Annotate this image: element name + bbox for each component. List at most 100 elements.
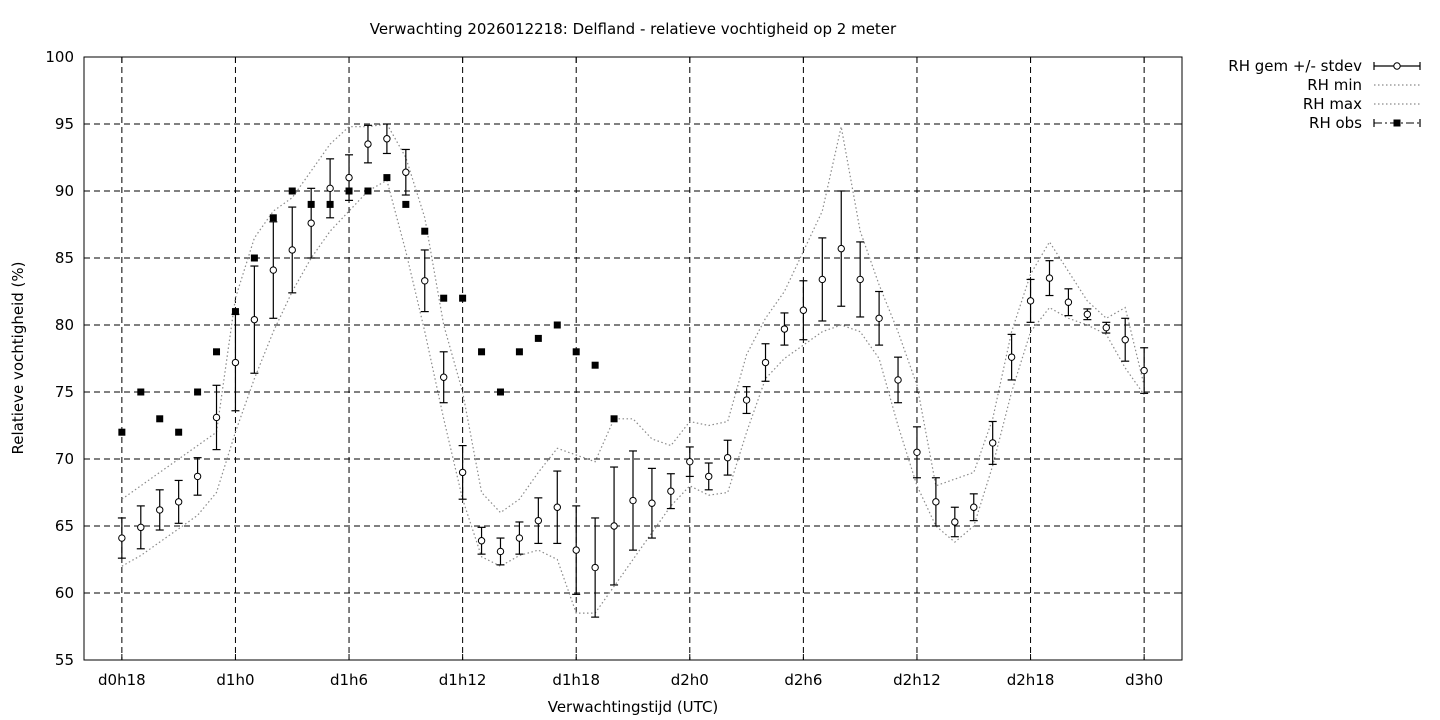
mean-point bbox=[174, 498, 183, 506]
obs-point bbox=[572, 348, 580, 356]
obs-point bbox=[383, 174, 391, 182]
mean-point bbox=[780, 325, 789, 333]
mean-point bbox=[553, 503, 561, 511]
y-tick-label: 70 bbox=[55, 450, 74, 468]
obs-point bbox=[402, 200, 410, 208]
mean-point bbox=[496, 547, 505, 556]
mean-point bbox=[705, 472, 713, 481]
obs-point bbox=[440, 294, 448, 302]
obs-point bbox=[213, 348, 221, 356]
y-tick-label: 65 bbox=[55, 517, 74, 535]
x-tick-label: d1h0 bbox=[216, 671, 254, 689]
mean-point bbox=[1140, 366, 1148, 375]
mean-point bbox=[458, 468, 467, 477]
mean-point bbox=[515, 534, 524, 542]
x-tick-label: d1h12 bbox=[439, 671, 487, 689]
y-tick-label: 55 bbox=[55, 651, 74, 669]
x-tick-label: d0h18 bbox=[98, 671, 146, 689]
legend-label: RH min bbox=[1307, 76, 1362, 94]
min-max-envelope bbox=[121, 123, 1145, 614]
mean-point bbox=[439, 373, 448, 381]
obs-point bbox=[553, 321, 561, 329]
mean-point bbox=[212, 413, 221, 422]
mean-point bbox=[686, 457, 694, 466]
obs-point bbox=[288, 187, 296, 195]
mean-point bbox=[1121, 336, 1129, 344]
y-tick-label: 85 bbox=[55, 249, 74, 267]
obs-point bbox=[496, 388, 504, 396]
mean-point bbox=[477, 537, 486, 545]
mean-point bbox=[837, 244, 845, 253]
mean-point bbox=[572, 546, 580, 554]
obs-point bbox=[231, 308, 239, 316]
obs-point bbox=[610, 415, 618, 423]
obs-point bbox=[591, 361, 599, 369]
mean-point bbox=[1064, 298, 1073, 306]
mean-point bbox=[932, 498, 940, 506]
mean-stdev-series bbox=[117, 123, 1149, 618]
gridlines bbox=[84, 57, 1182, 660]
mean-point bbox=[856, 275, 864, 284]
mean-point bbox=[610, 522, 618, 530]
obs-point bbox=[478, 348, 486, 356]
mean-point bbox=[326, 184, 334, 193]
mean-point bbox=[118, 534, 126, 542]
mean-point bbox=[402, 168, 410, 176]
mean-point bbox=[894, 376, 902, 384]
obs-point bbox=[534, 334, 542, 342]
mean-point bbox=[1026, 297, 1035, 305]
y-axis-label: Relatieve vochtigheid (%) bbox=[9, 261, 27, 454]
mean-point bbox=[1083, 310, 1092, 318]
mean-point bbox=[591, 563, 599, 572]
mean-point bbox=[288, 246, 296, 254]
y-tick-label: 95 bbox=[55, 115, 74, 133]
obs-point bbox=[156, 415, 164, 423]
mean-point bbox=[345, 173, 353, 182]
obs-point bbox=[421, 227, 429, 235]
mean-point bbox=[951, 518, 959, 526]
x-tick-label: d1h18 bbox=[552, 671, 600, 689]
obs-point bbox=[459, 294, 467, 302]
x-tick-label: d1h6 bbox=[330, 671, 368, 689]
mean-point bbox=[1045, 274, 1054, 282]
mean-point bbox=[799, 306, 808, 314]
obs-point bbox=[250, 254, 258, 262]
mean-point bbox=[723, 453, 732, 462]
mean-point bbox=[383, 135, 391, 143]
mean-point bbox=[742, 396, 751, 404]
axes: 55 60 65 70 75 80 85 90 95 100 d0h18 d1h0 d1h6 d1h12 d… bbox=[45, 48, 1182, 689]
observation-series bbox=[118, 174, 618, 436]
legend-label: RH gem +/- stdev bbox=[1228, 57, 1362, 75]
x-tick-label: d3h0 bbox=[1125, 671, 1163, 689]
mean-point bbox=[269, 266, 278, 274]
mean-point bbox=[761, 358, 770, 367]
obs-point bbox=[364, 187, 372, 195]
mean-point bbox=[250, 315, 259, 324]
mean-point bbox=[364, 140, 372, 148]
mean-point bbox=[648, 499, 656, 507]
y-tick-label: 90 bbox=[55, 182, 74, 200]
y-tick-label: 60 bbox=[55, 584, 74, 602]
x-tick-label: d2h18 bbox=[1007, 671, 1055, 689]
mean-point bbox=[193, 472, 202, 481]
mean-point bbox=[1102, 323, 1110, 332]
x-axis-label: Verwachtingstijd (UTC) bbox=[548, 698, 719, 716]
mean-point bbox=[1007, 353, 1016, 361]
chart-title: Verwachting 2026012218: Delfland - relat… bbox=[370, 20, 897, 38]
obs-point bbox=[269, 214, 277, 222]
x-tick-label: d2h6 bbox=[784, 671, 822, 689]
obs-point bbox=[137, 388, 145, 396]
legend-swatch-marker bbox=[1393, 119, 1401, 127]
legend-label: RH obs bbox=[1309, 114, 1362, 132]
plot-frame bbox=[83, 56, 1183, 661]
legend-swatch-marker bbox=[1393, 62, 1401, 70]
obs-point bbox=[175, 428, 183, 436]
y-tick-label: 75 bbox=[55, 383, 74, 401]
obs-point bbox=[194, 388, 202, 396]
mean-point bbox=[970, 503, 978, 511]
mean-point bbox=[629, 496, 637, 505]
mean-point bbox=[988, 439, 997, 447]
mean-point bbox=[818, 275, 827, 284]
